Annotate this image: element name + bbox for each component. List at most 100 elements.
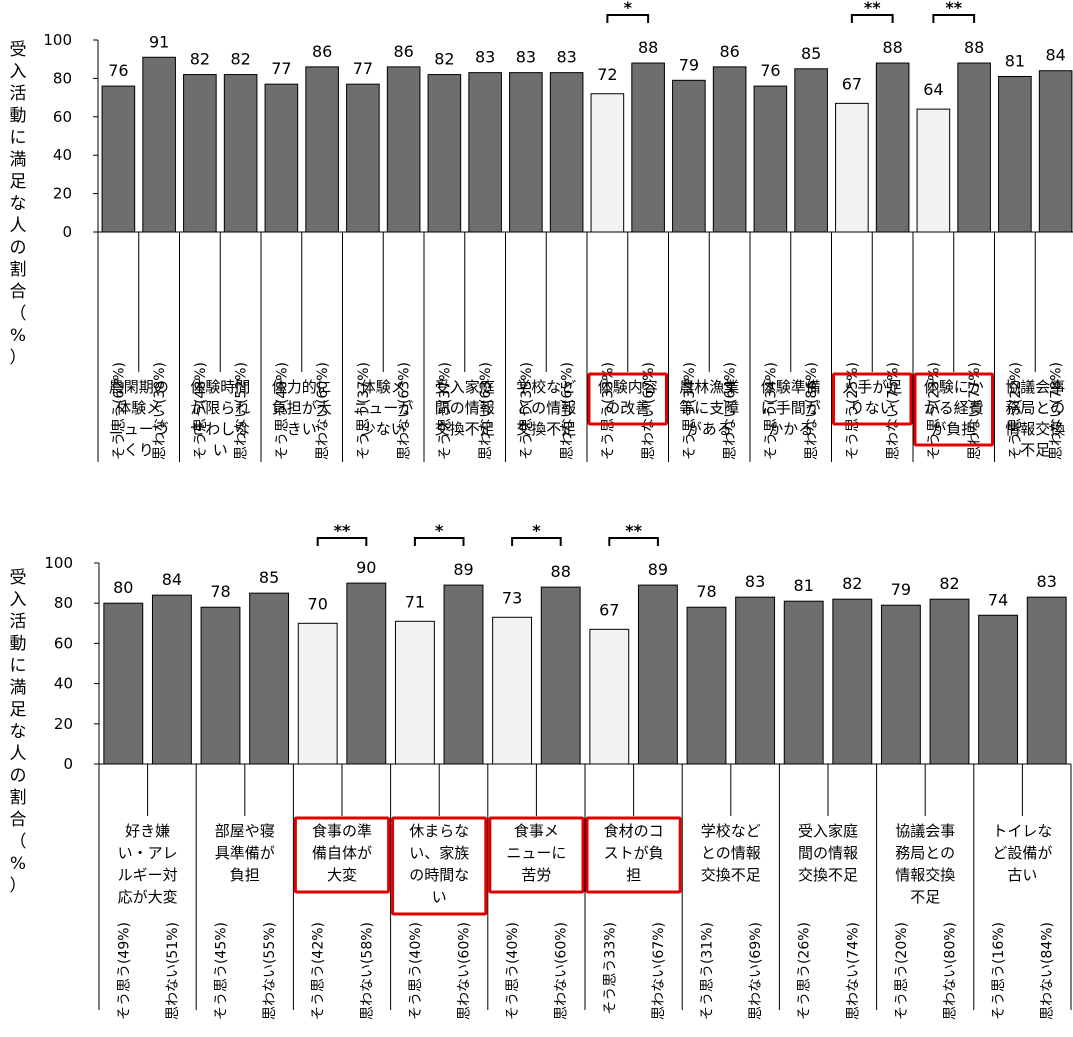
- response-label: 思わない(75%): [886, 362, 902, 460]
- category-label: い: [213, 441, 228, 459]
- y-axis-title-char: ）: [10, 876, 27, 896]
- y-tick-label: 0: [62, 223, 72, 241]
- bar: [101, 85, 136, 233]
- data-label: 67: [599, 600, 619, 619]
- data-label: 88: [964, 38, 984, 57]
- response-label: 思わない(60%): [457, 922, 473, 1020]
- bar: [142, 56, 176, 233]
- y-axis-title-char: 動: [10, 634, 27, 654]
- significance-marker: *: [532, 521, 541, 540]
- bar: [264, 83, 299, 233]
- category-label: 協議会事: [1005, 378, 1065, 396]
- response-label: 思わない(78%): [1049, 362, 1065, 460]
- category-label: ルギー対: [118, 866, 178, 884]
- category-label: トイレな: [992, 822, 1052, 840]
- bar: [637, 584, 678, 765]
- bar: [589, 628, 630, 765]
- bar: [735, 596, 776, 765]
- highlight-box: [585, 816, 682, 894]
- chart-2: 0 20 40 60 80 100 受入活動に満足な人の割合（%） 80 そう思う(49%) 84…: [10, 521, 1072, 1020]
- data-label: 73: [502, 588, 522, 607]
- data-label: 85: [801, 44, 821, 63]
- category-label: 体験内容: [598, 378, 658, 396]
- category-label: 体験メ: [116, 399, 161, 417]
- category-label: 人手が足: [842, 378, 902, 396]
- y-axis-title-text: 受入活動に満足な人の割合（%）: [10, 568, 27, 896]
- y-axis-title-char: の: [10, 766, 27, 786]
- bar: [590, 93, 625, 233]
- category-label: 交換不足: [701, 866, 761, 884]
- data-label: 88: [551, 562, 571, 581]
- category-label: 負担が大: [272, 399, 332, 417]
- significance-bracket: [316, 537, 368, 546]
- y-axis-title-char: に: [10, 656, 27, 676]
- bar: [492, 616, 533, 765]
- data-label: 79: [891, 580, 911, 599]
- bar: [875, 62, 910, 233]
- category-label: 苦労: [521, 866, 551, 884]
- category-label: 受入家庭: [435, 378, 495, 396]
- response-label: そう思う(62%): [111, 362, 127, 460]
- significance-marker: *: [624, 0, 633, 17]
- response-label: 思わない(86%): [804, 362, 820, 460]
- category-label: 備自体が: [312, 844, 372, 862]
- category-label: 食事の準: [312, 822, 372, 840]
- response-label: 思わない(60%): [315, 362, 331, 460]
- y-tick-label: 60: [53, 108, 72, 126]
- category-label: 務局との: [1005, 399, 1065, 417]
- response-label: そう思う(35%): [519, 362, 535, 460]
- significance-bracket: [850, 14, 894, 23]
- category-label: 体力的に: [272, 378, 332, 396]
- highlight-box: [913, 372, 994, 447]
- y-axis-title-char: （: [10, 832, 27, 852]
- response-label: 思わない(63%): [397, 362, 413, 460]
- category-label: 学校など: [516, 378, 576, 396]
- category-label: 負担: [230, 866, 260, 884]
- category-label: 具準備が: [215, 844, 275, 862]
- bar: [631, 62, 665, 233]
- bar: [1026, 596, 1067, 765]
- category-label: 古い: [1007, 866, 1037, 884]
- y-axis-title-char: 足: [10, 700, 27, 720]
- category-label: 不足: [1020, 441, 1050, 459]
- y-axis-title-text: 受入活動に満足な人の割合（%）: [10, 40, 27, 368]
- response-label: そう思う(34%): [682, 362, 698, 460]
- category-label: 食事メ: [514, 822, 559, 840]
- significance-marker: *: [435, 521, 444, 540]
- bar: [183, 74, 217, 233]
- data-label: 80: [113, 578, 133, 597]
- significance-bracket: [608, 537, 659, 546]
- highlight-box: [293, 816, 391, 894]
- bar: [998, 75, 1032, 233]
- y-axis-title-char: な: [10, 194, 27, 214]
- data-label: 70: [308, 594, 328, 613]
- response-label: そう思う(23%): [926, 362, 942, 460]
- response-label: 思わない(38%): [152, 362, 168, 460]
- category-label: 情報交換: [895, 866, 955, 884]
- response-label: そう思う33%): [602, 922, 618, 1015]
- bar: [200, 606, 241, 765]
- y-axis-title-char: %: [10, 854, 26, 874]
- response-label: そう思う(37%): [356, 362, 372, 460]
- data-label: 71: [405, 592, 425, 611]
- data-label: 82: [842, 574, 862, 593]
- y-axis-title-char: （: [10, 304, 27, 324]
- response-label: 思わない(65%): [560, 362, 576, 460]
- bar: [151, 594, 192, 765]
- bar: [249, 592, 290, 765]
- category-label: 情報交換: [1005, 420, 1065, 438]
- bar: [223, 74, 258, 233]
- data-label: 83: [516, 48, 536, 67]
- response-label: そう思う(40%): [408, 922, 424, 1020]
- bar: [794, 68, 828, 233]
- bar: [1038, 70, 1073, 233]
- data-label: 91: [149, 32, 169, 51]
- y-tick-label: 80: [53, 69, 72, 87]
- response-label: 思わない(69%): [748, 922, 764, 1020]
- response-label: 思わない(80%): [943, 922, 959, 1020]
- data-label: 83: [556, 48, 576, 67]
- data-label: 86: [393, 42, 413, 61]
- response-label: 思わない(77%): [967, 362, 983, 460]
- response-label: そう思う(48%): [193, 362, 209, 460]
- y-tick-label: 80: [54, 594, 73, 612]
